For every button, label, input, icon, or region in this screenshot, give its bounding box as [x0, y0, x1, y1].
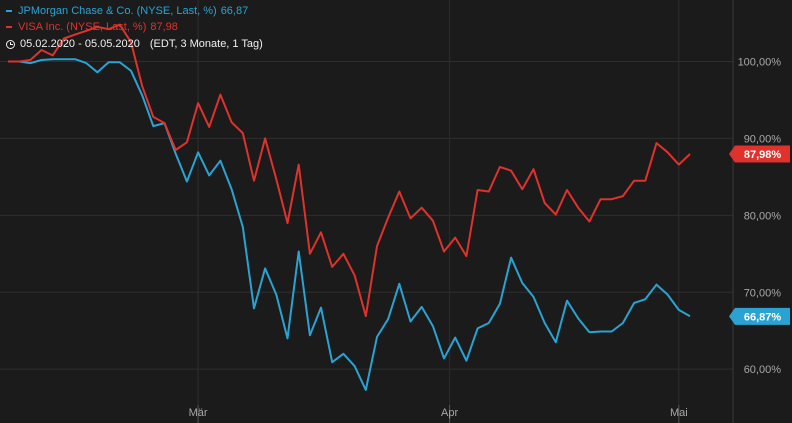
legend-item-visa[interactable]: VISA Inc. (NYSE, Last, %) 87,98	[6, 19, 263, 35]
legend-label-jpmorgan: JPMorgan Chase & Co. (NYSE, Last, %)	[18, 5, 217, 17]
y-tick-label: 70,00%	[744, 287, 782, 299]
legend-value-visa: 87,98	[150, 21, 178, 33]
legend-label-visa: VISA Inc. (NYSE, Last, %)	[18, 21, 147, 33]
y-tick-label: 60,00%	[744, 364, 782, 376]
x-tick-label: Mai	[670, 407, 688, 419]
legend-swatch-jpmorgan	[6, 10, 12, 12]
last-value-badge	[729, 145, 790, 163]
series-line-visa	[8, 23, 691, 318]
x-tick-label: Mär	[189, 407, 208, 419]
clock-icon	[6, 39, 15, 49]
legend-item-jpmorgan[interactable]: JPMorgan Chase & Co. (NYSE, Last, %) 66,…	[6, 3, 263, 19]
series-line-jpmorgan	[8, 58, 691, 391]
horizontal-gridlines	[0, 61, 733, 370]
date-range-row[interactable]: 05.02.2020 - 05.05.2020 (EDT, 3 Monate, …	[6, 36, 263, 52]
legend-value-jpmorgan: 66,87	[220, 5, 249, 17]
y-tick-label: 100,00%	[738, 57, 782, 69]
last-value-badge	[729, 307, 790, 325]
x-tick-label: Apr	[441, 407, 458, 419]
last-value-label: 87,98%	[744, 149, 782, 161]
range-info: (EDT, 3 Monate, 1 Tag)	[149, 38, 263, 50]
legend-swatch-visa	[6, 26, 12, 28]
y-tick-label: 90,00%	[744, 133, 782, 145]
y-axis-tick-labels: 60,00% 70,00% 80,00% 90,00% 100,00%	[738, 57, 782, 377]
y-tick-label: 80,00%	[744, 210, 782, 222]
last-value-label: 66,87%	[744, 311, 782, 323]
series-lines	[8, 23, 691, 391]
x-axis-tick-labels: Mär Apr Mai	[189, 407, 688, 419]
date-range: 05.02.2020 - 05.05.2020	[20, 38, 140, 50]
last-value-badges: 66,87% 87,98%	[729, 145, 790, 325]
chart-legend: JPMorgan Chase & Co. (NYSE, Last, %) 66,…	[6, 3, 263, 52]
vertical-gridlines	[197, 0, 680, 423]
